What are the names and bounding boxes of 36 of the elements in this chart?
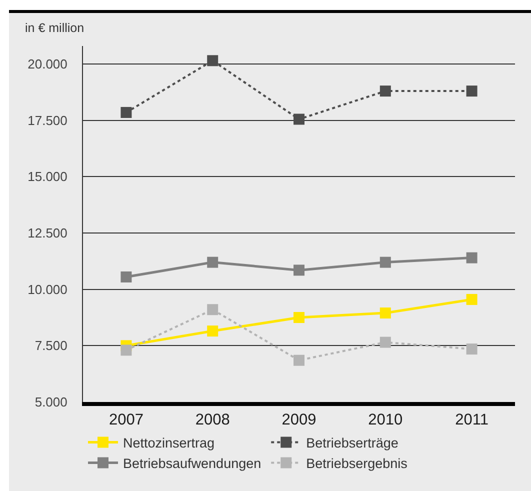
x-tick-label: 2007 [108,412,144,429]
point [207,55,218,66]
point [380,308,391,318]
y-tick-label: 15.000 [28,169,68,184]
point [120,344,132,356]
point [380,336,391,348]
y-tick-label: 20.000 [28,56,68,72]
point [207,256,218,268]
y-tick-label: 7.500 [34,338,68,354]
point [294,312,304,324]
point [207,326,218,337]
y-tick-label: 17.500 [28,112,68,128]
x-tick-label: 2011 [455,412,488,429]
legend-label: Nettozinsertrag [123,435,215,450]
point [120,106,132,118]
point [294,114,304,125]
point [380,256,391,268]
point [207,304,218,316]
x-tick-label: 2008 [195,412,230,429]
point [466,294,478,305]
point [294,354,304,366]
point [466,86,478,97]
y-axis-title: in € million [25,21,84,35]
x-tick-label: 2010 [368,412,404,429]
x-tick-label: 2009 [282,412,316,429]
y-tick-label: 5.000 [34,394,68,410]
point [466,252,478,264]
point [120,271,132,282]
y-tick-label: 12.500 [28,226,68,241]
point [466,344,478,355]
legend-label: Betriebsergebnis [306,456,408,472]
legend-label: Betriebserträge [306,435,398,450]
y-tick-label: 10.000 [28,282,68,297]
point [294,264,304,276]
legend-label: Betriebsaufwendungen [123,456,262,472]
point [380,86,391,97]
